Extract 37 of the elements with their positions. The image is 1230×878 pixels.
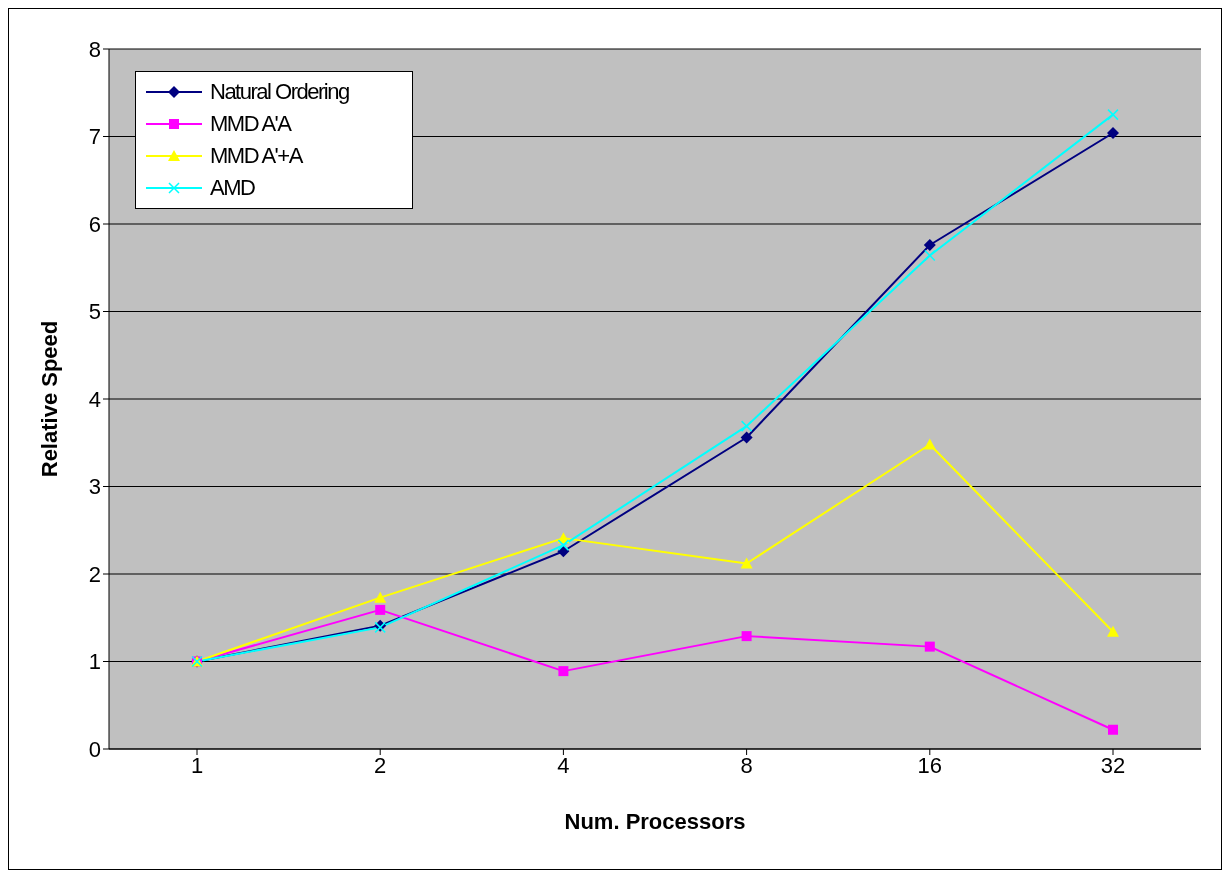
point (924, 641, 935, 652)
point (923, 438, 936, 450)
point (1108, 724, 1118, 735)
y-tick-label: 1 (88, 649, 101, 675)
point (557, 539, 570, 551)
y-tick-label: 4 (88, 386, 101, 412)
x-tick-label: 8 (740, 752, 753, 778)
legend-label: AMD (210, 175, 255, 201)
point (1107, 625, 1119, 637)
point (1107, 108, 1119, 121)
x-tick-label: 2 (374, 752, 387, 778)
point (374, 591, 387, 603)
point (375, 604, 386, 615)
y-tick-label: 0 (88, 736, 101, 762)
y-tick-label: 3 (88, 474, 101, 500)
y-tick-label: 2 (88, 561, 101, 587)
x-tick-label: 32 (1100, 752, 1126, 778)
point (740, 431, 753, 444)
point (740, 557, 753, 569)
point (923, 239, 936, 251)
legend-label: MMD A'A (210, 111, 291, 137)
y-tick-label: 7 (88, 124, 101, 150)
point (924, 249, 936, 262)
y-tick-label: 5 (88, 299, 101, 325)
point (558, 666, 569, 677)
legend-label: Natural Ordering (210, 79, 349, 105)
y-axis-title: Relative Speed (36, 320, 62, 478)
y-tick-label: 6 (88, 211, 101, 237)
x-tick-label: 16 (917, 752, 943, 778)
point (1107, 127, 1119, 139)
point (740, 420, 753, 432)
legend-label: MMD A'+A (210, 143, 302, 169)
y-tick-label: 8 (88, 36, 101, 62)
x-tick-label: 1 (190, 752, 204, 778)
point (741, 631, 752, 642)
x-tick-label: 4 (557, 752, 570, 778)
x-axis-title: Num. Processors (564, 809, 746, 834)
